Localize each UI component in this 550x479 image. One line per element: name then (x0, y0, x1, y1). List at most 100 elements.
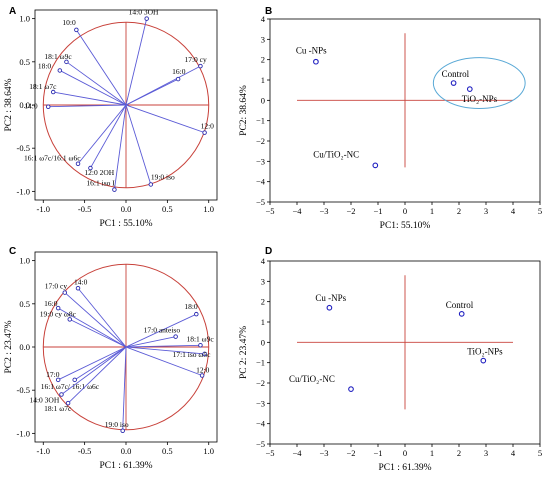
loading-point (67, 317, 72, 322)
score-point (372, 162, 379, 169)
y-tick-label: 3 (261, 276, 265, 286)
loading-vector (125, 313, 197, 348)
y-tick-label: 0 (261, 95, 265, 105)
y-tick-label: 0.5 (19, 57, 30, 67)
x-tick-label: 0 (403, 206, 407, 216)
score-label: Cu/TiO₂-NC (289, 374, 335, 384)
x-tick-label: −1 (373, 448, 382, 458)
y-tick-label: −5 (256, 439, 265, 449)
score-label: Cu -NPs (315, 293, 346, 303)
loading-point (88, 165, 93, 171)
loading-label: 14:0 3OH (29, 396, 59, 405)
loading-vector (57, 307, 127, 348)
x-axis-label: PC1: 55.10% (380, 221, 431, 231)
loading-point (120, 428, 125, 434)
y-tick-label: 1 (261, 75, 265, 85)
loading-label: 18:1 ω7c (44, 404, 72, 413)
x-tick-label: 0.5 (162, 446, 173, 456)
loading-point (59, 392, 64, 397)
x-tick-label: 1.0 (203, 446, 214, 456)
loading-point (194, 311, 199, 317)
panel-B: B −5 −4 −3 −2 −1 0 1 2 3 4 5 4 3 2 1 0 −1 −2 −3 −4 −5 PC1: 55.… (239, 6, 542, 231)
loading-point (144, 16, 149, 21)
loading-label: 18:0 (38, 61, 52, 70)
y-tick-label: −1 (256, 116, 265, 126)
y-tick-label: 4 (261, 256, 266, 266)
loading-point (50, 89, 56, 95)
x-tick-label: 0 (403, 448, 407, 458)
loading-point (198, 63, 203, 69)
score-label: Cu/TiO₂-NC (313, 149, 359, 159)
loading-label: 16:1 ω7c/16:1 ω6c (24, 154, 81, 163)
loading-vector (59, 70, 127, 106)
panel-letter: B (265, 6, 272, 17)
loading-vector (113, 104, 127, 190)
loading-label: 10:0 (62, 18, 76, 27)
y-tick-label: 0.0 (19, 342, 30, 352)
loading-vector (125, 346, 205, 355)
loading-label: 14:0 (74, 277, 88, 286)
x-tick-label: 1.0 (203, 204, 214, 214)
loading-point (75, 286, 81, 291)
loading-vector (75, 29, 127, 106)
loading-point (64, 59, 69, 65)
loading-label: 17:1 iso ω5c (173, 350, 212, 359)
x-tick-label: -1.0 (37, 204, 50, 214)
loading-label: 19:0 cy ω8c (40, 309, 77, 318)
x-tick-label: −4 (292, 448, 302, 458)
loading-point (199, 373, 205, 378)
y-axis-label: PC 2: 23.47% (239, 326, 249, 379)
score-point (326, 304, 333, 311)
loading-label: 18:0 (184, 302, 198, 311)
score-point (313, 58, 319, 65)
loading-point (202, 130, 207, 135)
y-axis-label: PC2: 38.64% (239, 85, 249, 136)
x-axis-label: PC1 : 61.39% (99, 461, 152, 471)
panel-A: A -1.0 -0.5 0.0 0.5 1.0 1.0 0.5 0.0 -0.5 -1.0 PC1 :… (4, 6, 218, 229)
y-tick-label: -1.0 (17, 186, 30, 196)
x-tick-label: 2 (457, 206, 461, 216)
loading-point (55, 305, 61, 311)
loading-vector (125, 344, 201, 348)
loading-vector (125, 104, 152, 185)
loading-point (75, 161, 81, 166)
y-tick-label: -0.5 (17, 143, 30, 153)
score-label: TiO₂-NPs (467, 347, 503, 357)
y-tick-label: −4 (256, 419, 266, 429)
loading-point (112, 187, 117, 192)
y-tick-label: 0.5 (19, 299, 30, 309)
loading-vector (64, 292, 127, 348)
score-label: TiO₂-NPs (462, 94, 498, 104)
loading-vector (125, 346, 203, 376)
x-tick-label: −4 (292, 206, 302, 216)
x-tick-label: 3 (484, 206, 488, 216)
x-tick-label: 1 (430, 448, 434, 458)
loading-vector (53, 91, 127, 106)
x-tick-label: 0.0 (121, 204, 132, 214)
x-tick-label: 1 (430, 206, 434, 216)
loading-vector (69, 318, 127, 348)
panel-letter: A (9, 6, 16, 17)
loading-vector (66, 61, 127, 106)
panel-D: D −5 −4 −3 −2 −1 0 1 2 3 4 5 4 3 2 1 0 −1 −2 −3 −4 −5 PC1 : 61… (239, 246, 542, 473)
y-tick-label: −3 (256, 398, 265, 408)
x-tick-label: 5 (538, 206, 542, 216)
score-point (480, 357, 487, 364)
y-tick-label: 0 (261, 337, 265, 347)
loading-point (57, 68, 63, 73)
y-tick-label: −1 (256, 358, 265, 368)
loading-point (65, 400, 71, 406)
x-tick-label: −5 (265, 206, 274, 216)
loading-vector (57, 346, 127, 381)
x-tick-label: −3 (319, 448, 328, 458)
score-point (348, 386, 354, 392)
y-tick-label: 2 (261, 297, 265, 307)
y-tick-label: 4 (261, 14, 266, 24)
loading-label: 16:1 ω7c/ 16:1 ω6c (41, 382, 100, 391)
panel-letter: D (265, 246, 272, 257)
x-tick-label: -0.5 (78, 204, 91, 214)
loading-label: 14:0 3OH (129, 8, 159, 17)
loading-vector (77, 287, 127, 348)
loading-vector (48, 104, 127, 108)
